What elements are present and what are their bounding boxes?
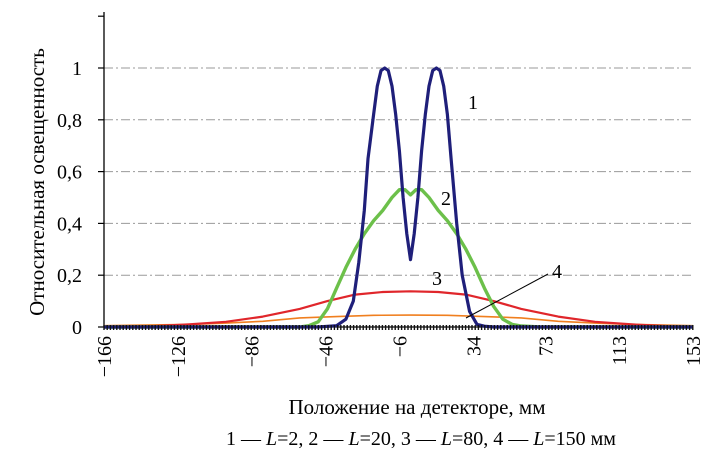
x-tick-label: −166 <box>94 336 116 377</box>
y-tick-label: 0,8 <box>57 110 82 132</box>
y-tick-label: 0,2 <box>57 265 82 287</box>
grid-lines <box>104 67 693 276</box>
x-axis-title: Положение на детекторе, мм <box>289 395 546 419</box>
x-tick-labels: −166 −126 −86 −46 −6 34 73 113 153 <box>94 336 705 377</box>
y-tick-label: 0,4 <box>57 213 82 235</box>
series-line-2 <box>104 187 693 329</box>
curve-label-1: 1 <box>468 92 478 114</box>
series-line-3 <box>103 290 694 329</box>
curve-label-4-leader <box>465 273 549 319</box>
series-lines <box>103 66 694 329</box>
x-tick-label: −126 <box>168 336 190 377</box>
x-tick-label: 73 <box>535 336 557 356</box>
chart-caption: 1 — L=2, 2 — L=20, 3 — L=80, 4 — L=150 м… <box>226 428 616 450</box>
y-tick-label: 0,6 <box>57 162 82 184</box>
x-tick-label: 34 <box>463 336 485 356</box>
curve-label-4: 4 <box>552 261 562 283</box>
series-line-1 <box>104 66 693 329</box>
y-tick-labels: 0 0,2 0,4 0,6 0,8 1 <box>57 15 104 339</box>
x-tick-label: −46 <box>316 336 338 367</box>
curve-label-2: 2 <box>441 188 451 210</box>
curve-label-3: 3 <box>432 268 442 290</box>
baseline-hatch-marks <box>103 325 694 330</box>
x-tick-label: −6 <box>389 336 411 357</box>
axes <box>103 12 693 328</box>
series-line-4 <box>103 314 694 327</box>
y-tick-label: 0 <box>72 317 82 339</box>
baseline-hatch <box>103 325 694 330</box>
x-tick-label: 153 <box>683 336 705 366</box>
x-tick-label: 113 <box>609 336 631 365</box>
y-tick-label: 1 <box>72 58 82 80</box>
y-axis-title: Относительная освещенность <box>25 48 49 316</box>
x-tick-label: −86 <box>242 336 264 367</box>
curve-labels: 1 2 3 4 <box>432 92 562 319</box>
